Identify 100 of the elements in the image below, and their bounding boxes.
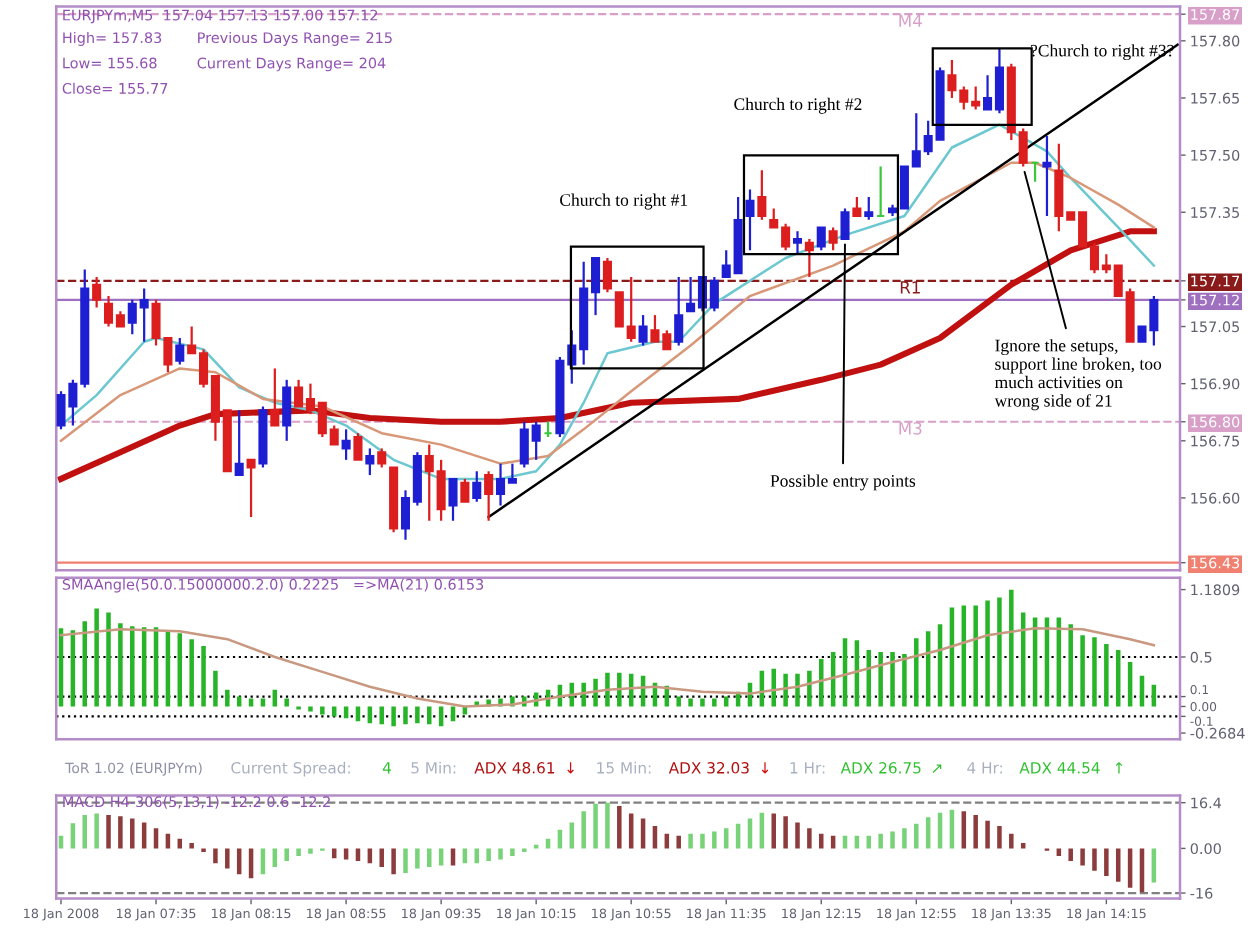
bar xyxy=(284,698,289,707)
bar xyxy=(783,816,788,849)
bar xyxy=(118,623,123,707)
candlestick xyxy=(365,447,375,477)
bar xyxy=(426,848,432,868)
bar xyxy=(878,833,883,849)
bar xyxy=(462,848,468,864)
bar xyxy=(391,706,396,727)
bar xyxy=(712,831,717,849)
bar xyxy=(272,848,278,868)
bar xyxy=(1115,848,1121,882)
bar xyxy=(355,706,361,722)
candlestick xyxy=(792,230,803,256)
annotation: Possible entry points xyxy=(770,474,916,491)
bar xyxy=(997,826,1002,849)
bar xyxy=(997,597,1002,707)
candlestick xyxy=(353,432,363,461)
candlestick xyxy=(282,378,292,442)
bar xyxy=(617,672,622,707)
bar xyxy=(795,822,800,849)
bar xyxy=(1104,644,1109,707)
line-series xyxy=(59,627,1156,708)
bar xyxy=(1080,635,1085,707)
bar xyxy=(1068,848,1073,861)
candlestick xyxy=(175,336,185,366)
bar xyxy=(1009,589,1014,707)
bar xyxy=(225,848,230,869)
bar xyxy=(308,706,313,712)
annotation: Church to right #2 xyxy=(734,97,862,114)
bar xyxy=(130,626,135,707)
candlestick xyxy=(234,409,244,477)
bar xyxy=(676,835,681,849)
candlestick xyxy=(638,313,648,347)
bar xyxy=(343,848,349,860)
bar xyxy=(1080,848,1085,866)
bar xyxy=(391,848,396,875)
candlestick xyxy=(828,226,838,252)
bar xyxy=(320,706,325,715)
bar xyxy=(890,652,895,707)
bar xyxy=(486,848,491,861)
bar xyxy=(771,668,776,707)
bar xyxy=(367,848,373,864)
annotation: Ignore the setups, support line broken, too much activities on wrong side of 21 xyxy=(994,339,1162,411)
candlestick xyxy=(840,207,850,241)
bar xyxy=(225,689,230,707)
candlestick xyxy=(816,226,826,252)
bar xyxy=(973,605,978,707)
bar xyxy=(331,848,337,859)
bar xyxy=(605,672,610,707)
bar xyxy=(213,848,218,864)
candlestick xyxy=(460,477,470,503)
bar xyxy=(676,696,681,707)
bar xyxy=(94,813,99,849)
bar xyxy=(1104,848,1109,877)
bar xyxy=(498,848,503,860)
bar xyxy=(106,612,111,707)
bar xyxy=(605,802,610,849)
bar xyxy=(403,706,408,725)
candlestick xyxy=(246,458,256,519)
bar xyxy=(130,818,135,849)
ref-line-label: R1 xyxy=(900,281,920,294)
bar xyxy=(807,828,812,849)
bar xyxy=(807,670,812,707)
bar xyxy=(189,843,194,849)
bar xyxy=(438,706,444,727)
bar xyxy=(1068,624,1073,707)
candlestick xyxy=(674,275,684,347)
bar xyxy=(914,638,919,707)
candlestick xyxy=(602,256,612,294)
candlestick xyxy=(745,188,755,252)
bar xyxy=(700,698,705,707)
bar xyxy=(902,828,907,849)
bar xyxy=(819,833,824,849)
bar xyxy=(617,806,622,849)
bar xyxy=(902,654,907,707)
bar xyxy=(890,831,895,849)
ref-line-label: M4 xyxy=(899,14,922,27)
candlestick xyxy=(484,470,494,522)
bar xyxy=(985,600,990,707)
annotation: Church to right #1 xyxy=(560,193,688,210)
bar xyxy=(1127,848,1133,888)
bar xyxy=(783,673,788,707)
bar xyxy=(771,813,776,849)
candlestick xyxy=(852,195,862,218)
bar xyxy=(878,652,883,707)
bar xyxy=(688,833,693,849)
bar xyxy=(581,811,586,849)
bar xyxy=(712,698,717,707)
bar xyxy=(593,803,598,849)
bar xyxy=(355,848,361,861)
bar xyxy=(379,848,384,868)
candlestick xyxy=(1042,134,1052,218)
bar xyxy=(985,820,990,849)
bar xyxy=(450,706,456,722)
candlestick xyxy=(864,195,874,221)
bar xyxy=(201,646,206,707)
candlestick xyxy=(341,428,351,461)
candlestick xyxy=(377,447,387,469)
bar xyxy=(795,673,800,707)
bar xyxy=(914,823,919,849)
